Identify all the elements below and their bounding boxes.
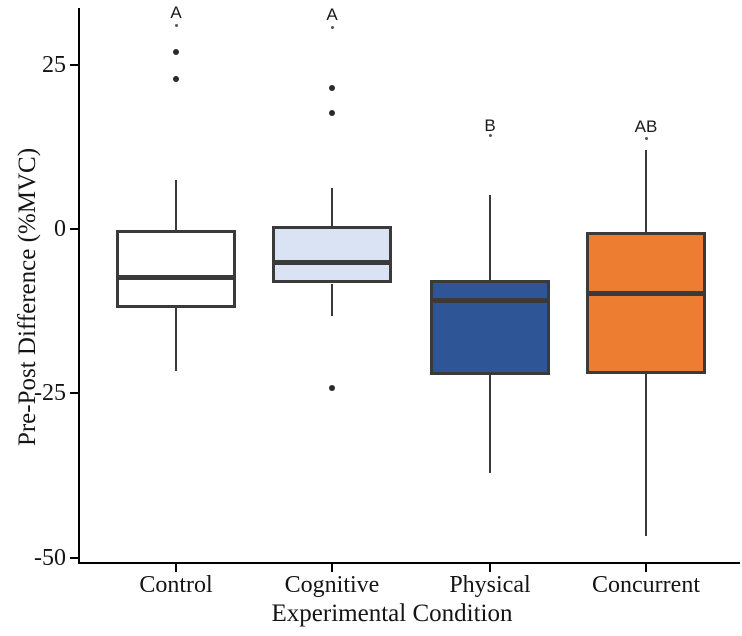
x-tick-label: Physical bbox=[449, 572, 531, 598]
outlier-dot bbox=[173, 76, 179, 83]
y-tick-mark bbox=[70, 556, 79, 559]
y-tick-mark bbox=[70, 63, 79, 66]
sig-dot bbox=[174, 23, 178, 27]
sig-dot bbox=[330, 26, 334, 30]
outlier-dot bbox=[329, 109, 335, 116]
median-line bbox=[586, 290, 706, 296]
lower-whisker bbox=[489, 374, 491, 473]
significance-label: B bbox=[484, 115, 496, 135]
y-tick-mark bbox=[70, 228, 79, 230]
sig-dot bbox=[488, 134, 492, 138]
x-tick-mark bbox=[175, 564, 177, 572]
median-line bbox=[430, 297, 550, 303]
y-tick-label: 25 bbox=[42, 51, 66, 78]
upper-whisker bbox=[331, 188, 333, 227]
box-physical bbox=[430, 280, 550, 375]
x-tick-mark bbox=[489, 564, 491, 572]
outlier-dot bbox=[173, 49, 179, 56]
x-tick-mark bbox=[331, 564, 333, 572]
lower-whisker bbox=[331, 283, 333, 316]
upper-whisker bbox=[175, 179, 177, 231]
outlier-dot bbox=[329, 385, 335, 391]
y-axis-title: Pre-Post Difference (%MVC) bbox=[14, 147, 41, 447]
x-tick-label: Concurrent bbox=[592, 572, 700, 598]
sig-dot bbox=[644, 136, 648, 140]
y-tick-label: -50 bbox=[34, 544, 66, 571]
box-control bbox=[116, 230, 236, 308]
x-tick-mark bbox=[645, 564, 647, 572]
median-line bbox=[116, 274, 236, 280]
x-axis-title: Experimental Condition bbox=[271, 600, 513, 627]
lower-whisker bbox=[645, 373, 647, 537]
x-tick-label: Cognitive bbox=[284, 572, 380, 598]
x-axis-line bbox=[78, 562, 740, 564]
significance-label: A bbox=[326, 4, 338, 24]
box-concurrent bbox=[586, 231, 706, 374]
outlier-dot bbox=[329, 84, 335, 91]
median-line bbox=[272, 260, 392, 265]
y-tick-label: -25 bbox=[34, 380, 66, 407]
upper-whisker bbox=[489, 194, 491, 281]
y-axis-line bbox=[78, 8, 80, 563]
significance-label: A bbox=[170, 2, 182, 22]
upper-whisker bbox=[645, 150, 647, 232]
box-cognitive bbox=[272, 226, 392, 284]
significance-label: AB bbox=[634, 117, 658, 137]
y-tick-mark bbox=[70, 392, 79, 395]
x-tick-label: Control bbox=[139, 572, 213, 598]
lower-whisker bbox=[175, 307, 177, 371]
y-tick-label: 0 bbox=[54, 216, 66, 242]
